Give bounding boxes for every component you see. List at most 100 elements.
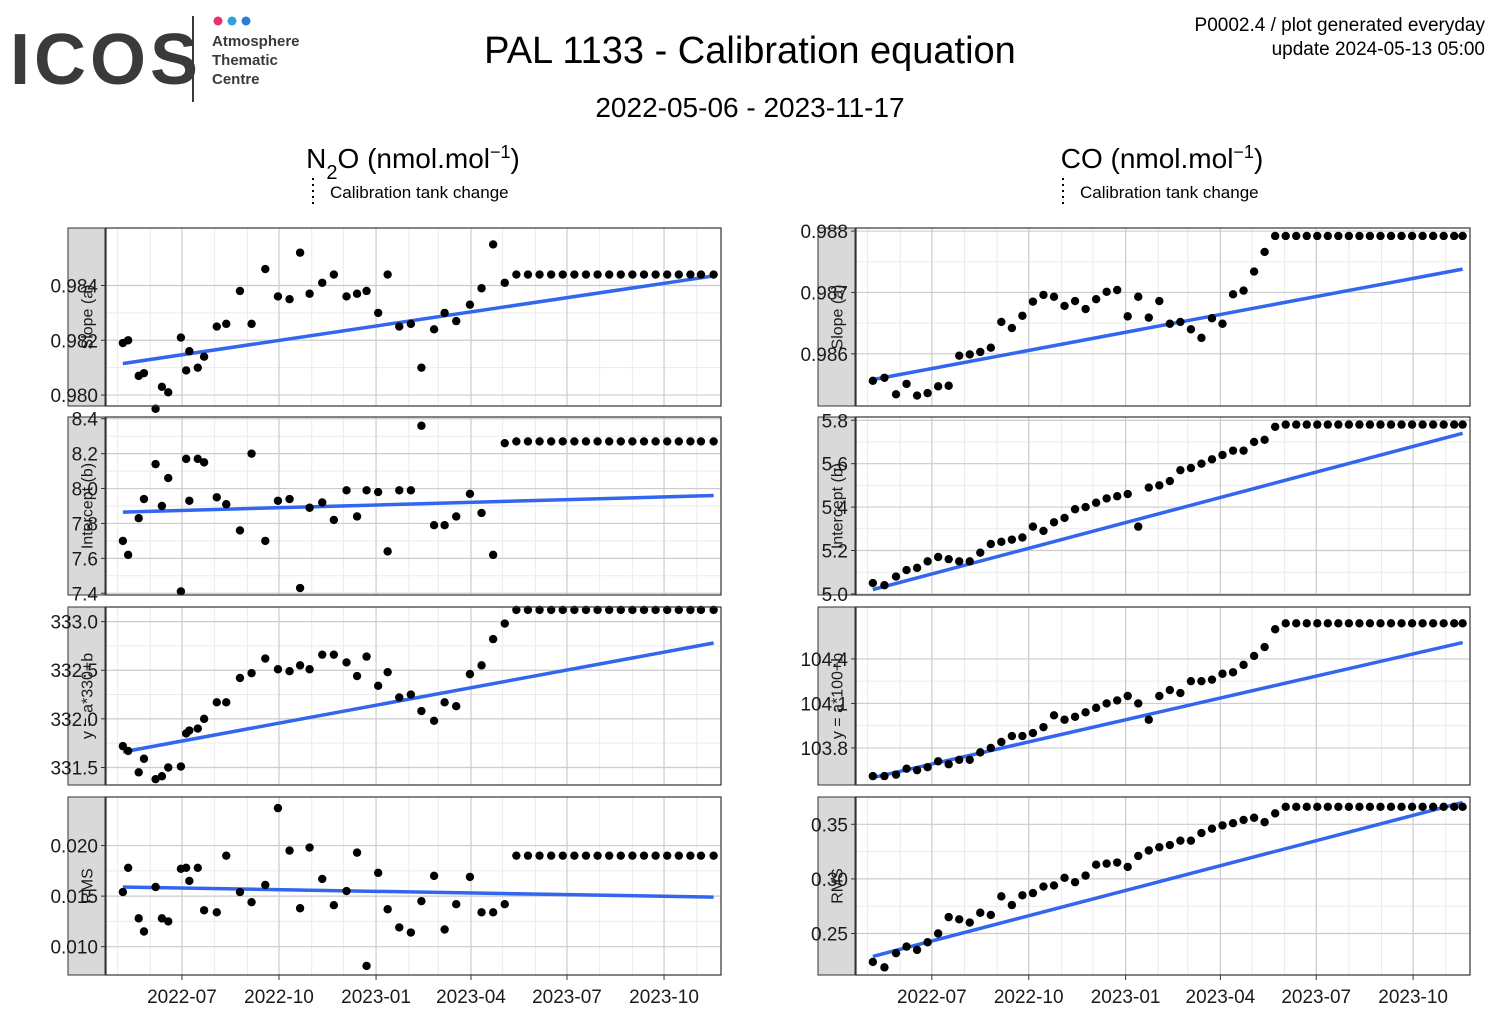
panel-strip bbox=[817, 796, 856, 976]
data-point bbox=[305, 665, 314, 674]
data-point bbox=[1112, 285, 1122, 295]
data-point bbox=[651, 270, 660, 279]
data-point bbox=[535, 437, 544, 446]
data-point bbox=[222, 319, 231, 329]
data-point bbox=[134, 768, 143, 777]
y-tick-label: 8.4 bbox=[72, 410, 99, 431]
data-point bbox=[868, 578, 878, 588]
data-point bbox=[1102, 859, 1111, 868]
data-point bbox=[912, 563, 922, 573]
data-point bbox=[500, 619, 509, 628]
data-point bbox=[1144, 846, 1153, 855]
data-point bbox=[976, 908, 985, 917]
data-point bbox=[247, 449, 256, 458]
panel-strip bbox=[817, 606, 856, 786]
panel-4: RMS 0.25 0.30 0.35 2022-07 2022-10 2023-01 2023… bbox=[811, 796, 1471, 1008]
data-point bbox=[1007, 323, 1017, 333]
data-point bbox=[406, 928, 416, 937]
panel-1: Slope (a)0.986 0.987 0.988 bbox=[800, 222, 1471, 407]
data-point bbox=[1365, 619, 1375, 628]
data-point bbox=[1323, 231, 1333, 241]
fit-line bbox=[122, 493, 714, 514]
data-point bbox=[295, 583, 305, 593]
data-point bbox=[696, 270, 706, 279]
data-point bbox=[151, 774, 160, 784]
data-point bbox=[604, 851, 614, 860]
data-point bbox=[1102, 287, 1111, 297]
data-point bbox=[1176, 688, 1185, 698]
column-title-end: ) bbox=[511, 143, 520, 174]
x-tick-label: 2022-07 bbox=[897, 987, 967, 1008]
panel-strip-label: RMS bbox=[80, 868, 97, 904]
data-point bbox=[1239, 660, 1248, 670]
y-tick-label: 7.6 bbox=[72, 549, 98, 570]
data-point bbox=[1407, 619, 1417, 628]
data-point bbox=[477, 508, 486, 518]
data-point bbox=[986, 910, 996, 920]
data-point bbox=[373, 487, 383, 497]
panel-border bbox=[855, 796, 1471, 976]
data-point bbox=[944, 912, 953, 922]
data-point bbox=[157, 382, 167, 392]
data-point bbox=[1260, 247, 1269, 257]
data-point bbox=[1313, 802, 1322, 812]
data-point bbox=[164, 917, 173, 926]
data-point bbox=[352, 289, 362, 298]
data-point bbox=[342, 658, 351, 667]
data-point bbox=[1458, 420, 1467, 429]
data-point bbox=[1102, 699, 1111, 708]
data-point bbox=[651, 851, 660, 860]
y-tick-label: 7.8 bbox=[72, 514, 98, 535]
data-point bbox=[212, 908, 221, 917]
data-point bbox=[1281, 619, 1290, 628]
data-point bbox=[1207, 455, 1217, 464]
data-point bbox=[134, 914, 143, 923]
data-point bbox=[558, 851, 567, 860]
data-point bbox=[329, 270, 339, 279]
data-point bbox=[395, 486, 404, 495]
data-point bbox=[944, 554, 953, 564]
y-tick-label: 0.986 bbox=[800, 345, 848, 366]
panel-2: Intercept (b) 7.4 7.6 7.8 8.0 8.2 8.4 bbox=[67, 410, 722, 605]
panel-2: Intercept (b) 5.0 5.2 5.4 5.6 5.8 bbox=[817, 411, 1471, 606]
column-title-unit: O (nmol.mol bbox=[338, 143, 490, 174]
legend-calibration-tank-label: Calibration tank change bbox=[1080, 183, 1259, 202]
data-point bbox=[628, 605, 637, 615]
meta-update: update 2024-05-13 05:00 bbox=[1272, 39, 1485, 60]
data-point bbox=[199, 458, 209, 467]
data-point bbox=[1313, 231, 1322, 241]
data-point bbox=[1270, 422, 1280, 431]
x-tick-label: 2023-01 bbox=[1091, 987, 1161, 1008]
data-point bbox=[1218, 821, 1227, 830]
data-point bbox=[1450, 619, 1459, 628]
data-point bbox=[880, 771, 889, 781]
data-point bbox=[976, 748, 985, 757]
data-point bbox=[1458, 802, 1467, 812]
data-point bbox=[1102, 494, 1111, 503]
data-point bbox=[417, 363, 426, 372]
data-point bbox=[1007, 535, 1017, 544]
data-point bbox=[1197, 676, 1206, 686]
data-point bbox=[616, 851, 625, 860]
data-point bbox=[1428, 420, 1438, 429]
data-point bbox=[912, 945, 922, 955]
panel-3: y = a*330+b 331.5 332.0 332.5 333.0 bbox=[50, 605, 722, 786]
data-point bbox=[1112, 858, 1122, 867]
y-tick-label: 5.0 bbox=[822, 585, 848, 606]
data-point bbox=[523, 270, 533, 279]
data-point bbox=[373, 681, 383, 690]
data-point bbox=[891, 770, 901, 779]
data-point bbox=[523, 605, 533, 615]
panel-border bbox=[855, 416, 1471, 596]
data-point bbox=[1228, 668, 1238, 677]
data-point bbox=[1439, 231, 1448, 241]
data-point bbox=[440, 698, 449, 707]
data-point bbox=[570, 437, 579, 446]
data-point bbox=[273, 292, 283, 301]
data-point bbox=[686, 605, 695, 615]
data-point bbox=[1365, 802, 1375, 812]
panel-background bbox=[106, 797, 721, 975]
fit-line bbox=[122, 274, 714, 366]
logo-subtitle-line-1: Atmosphere bbox=[212, 33, 300, 50]
data-point bbox=[273, 665, 283, 674]
